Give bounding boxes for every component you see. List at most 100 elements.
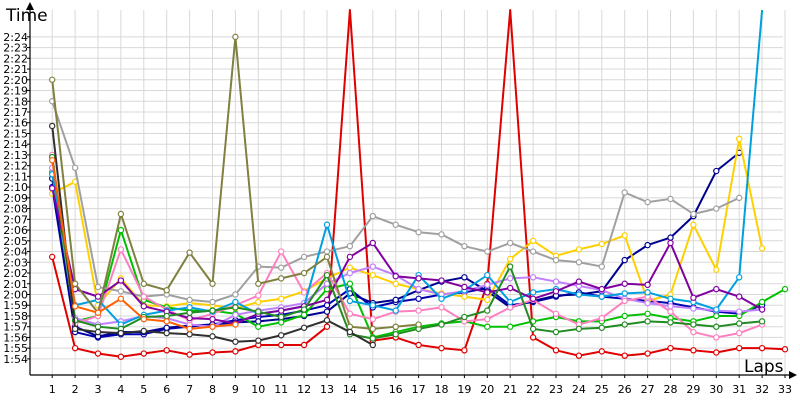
y-tick-label: 2:09: [3, 192, 28, 205]
x-tick-label: 5: [140, 383, 147, 396]
data-point: [140, 280, 147, 287]
data-point: [94, 350, 102, 357]
x-tick-label: 7: [186, 383, 193, 396]
data-point: [300, 341, 308, 349]
y-tick-label: 2:12: [3, 160, 28, 173]
data-point: [507, 275, 514, 282]
x-tick-label: 29: [686, 383, 700, 396]
data-point: [621, 256, 628, 264]
series-line: [51, 167, 763, 328]
series-line: [51, 9, 764, 326]
data-point: [369, 315, 376, 323]
data-point: [94, 283, 102, 291]
y-tick-label: 2:22: [3, 52, 28, 65]
data-point: [255, 292, 262, 299]
data-point: [713, 349, 720, 356]
data-point: [758, 306, 766, 313]
data-point: [644, 198, 651, 206]
data-point: [323, 248, 331, 255]
data-point: [140, 293, 147, 300]
y-axis-title: Time: [5, 6, 48, 26]
data-point: [346, 242, 354, 250]
y-tick-label: 2:18: [3, 95, 28, 108]
x-tick-label: 33: [778, 383, 792, 396]
data-point: [232, 291, 239, 298]
x-tick-label: 26: [618, 383, 632, 396]
data-point: [529, 325, 537, 333]
x-tick-label: 1: [49, 383, 56, 396]
data-point: [484, 289, 491, 296]
data-point: [117, 353, 125, 360]
data-point: [415, 307, 422, 314]
series-14: [49, 157, 239, 333]
data-point: [644, 289, 651, 296]
data-point: [140, 327, 147, 335]
data-point: [529, 274, 537, 281]
data-point: [300, 324, 308, 331]
data-point: [484, 271, 491, 279]
y-tick-label: 2:24: [3, 31, 28, 44]
data-point: [461, 347, 468, 354]
data-point: [598, 263, 606, 270]
data-point: [575, 278, 583, 285]
data-point: [71, 164, 79, 172]
data-point: [621, 321, 628, 328]
data-point: [621, 312, 628, 320]
data-point: [323, 302, 331, 309]
x-tick-label: 13: [320, 383, 334, 396]
data-point: [186, 331, 193, 338]
data-point: [598, 293, 606, 300]
data-point: [736, 274, 743, 281]
data-point: [621, 290, 628, 297]
data-point: [713, 205, 720, 212]
data-point: [323, 221, 331, 228]
data-point: [369, 263, 376, 270]
data-point: [186, 325, 193, 333]
data-point: [278, 264, 285, 271]
data-point: [621, 297, 628, 305]
x-tick-label: 22: [526, 383, 540, 396]
data-point: [369, 212, 376, 220]
data-point: [323, 271, 331, 279]
data-point: [186, 314, 193, 322]
data-point: [255, 298, 262, 306]
data-point: [71, 303, 79, 310]
y-tick-label: 2:14: [3, 138, 28, 151]
y-tick-label: 2:20: [3, 74, 28, 87]
data-point: [529, 289, 537, 296]
data-point: [392, 280, 399, 287]
data-point: [507, 323, 514, 330]
data-point: [278, 248, 285, 255]
data-point: [484, 307, 491, 314]
x-tick-label: 12: [297, 383, 311, 396]
data-point: [49, 157, 56, 164]
data-point: [392, 273, 399, 280]
x-tick-label: 30: [709, 383, 723, 396]
x-tick-label: 6: [163, 383, 170, 396]
data-point: [690, 305, 697, 312]
data-point: [186, 304, 193, 311]
data-point: [163, 318, 170, 325]
y-tick-label: 1:58: [3, 310, 28, 323]
data-point: [300, 289, 308, 296]
x-tick-label: 21: [503, 383, 517, 396]
data-point: [71, 325, 79, 333]
data-point: [369, 271, 376, 279]
data-point: [713, 167, 720, 175]
y-tick-label: 2:00: [3, 288, 28, 301]
data-point: [484, 296, 491, 304]
data-point: [667, 303, 674, 310]
data-point: [575, 259, 583, 266]
data-point: [598, 348, 606, 355]
data-point: [117, 329, 125, 337]
data-point: [507, 284, 514, 292]
y-tick-label: 2:17: [3, 106, 28, 119]
data-point: [529, 248, 537, 255]
data-point: [529, 334, 537, 341]
data-point: [415, 341, 422, 349]
data-point: [163, 324, 170, 331]
data-point: [690, 210, 697, 218]
data-point: [278, 307, 285, 314]
data-point: [667, 344, 674, 352]
